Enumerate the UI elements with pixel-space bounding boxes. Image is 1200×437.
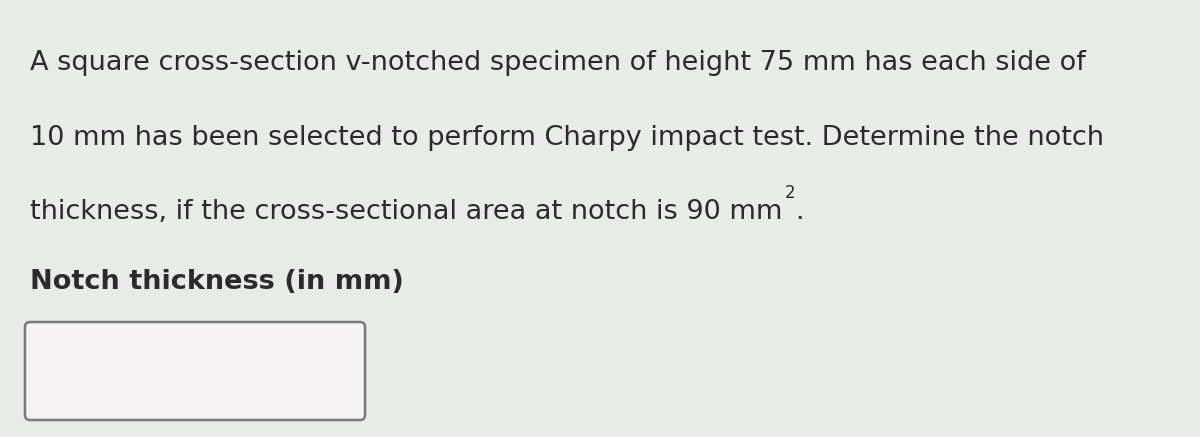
Text: A square cross-section v-notched specimen of height 75 mm has each side of: A square cross-section v-notched specime… — [30, 50, 1086, 76]
FancyBboxPatch shape — [25, 322, 365, 420]
Text: 10 mm has been selected to perform Charpy impact test. Determine the notch: 10 mm has been selected to perform Charp… — [30, 125, 1104, 151]
Text: Notch thickness (in mm): Notch thickness (in mm) — [30, 269, 404, 295]
Text: 2: 2 — [785, 184, 796, 202]
Text: thickness, if the cross-sectional area at notch is 90 mm: thickness, if the cross-sectional area a… — [30, 199, 782, 225]
Text: .: . — [796, 199, 804, 225]
